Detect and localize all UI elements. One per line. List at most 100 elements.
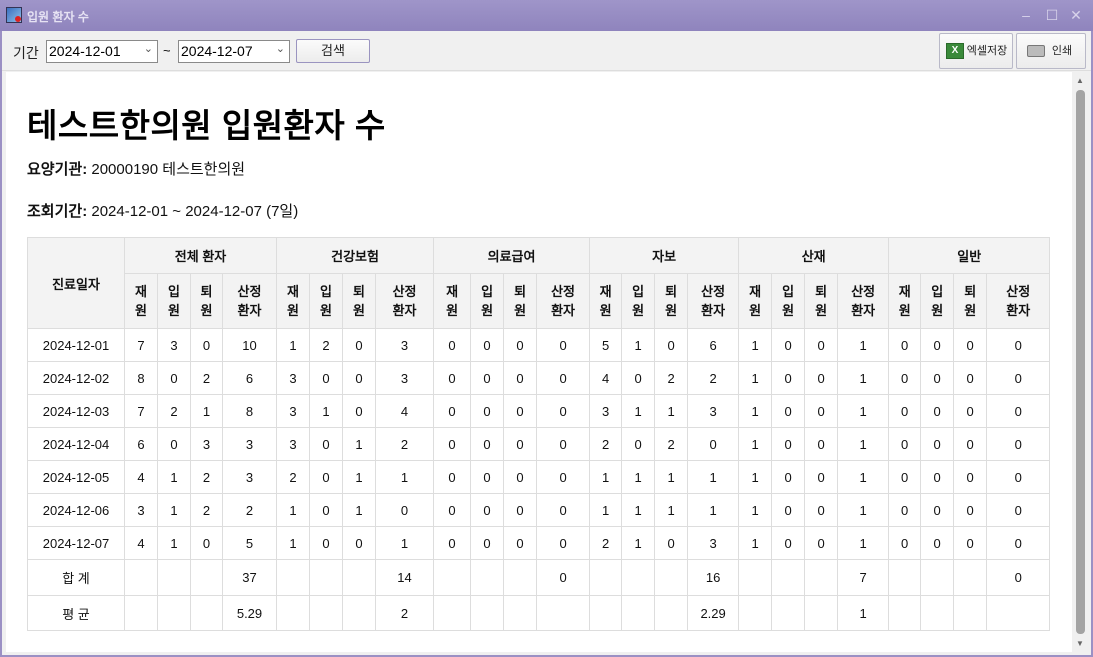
empty-cell bbox=[157, 595, 191, 631]
total-row-value: 37 bbox=[221, 559, 278, 596]
value-cell: 1 bbox=[309, 394, 344, 428]
value-cell: 1 bbox=[738, 394, 773, 428]
sub-header: 산정 환자 bbox=[221, 273, 278, 329]
sub-header: 입 원 bbox=[621, 273, 656, 329]
value-cell: 7 bbox=[124, 394, 158, 428]
value-cell: 3 bbox=[589, 394, 623, 428]
sub-header: 산정 환자 bbox=[687, 273, 740, 329]
scroll-down-icon[interactable]: ▼ bbox=[1076, 639, 1084, 648]
value-cell: 0 bbox=[503, 493, 538, 527]
start-date-select[interactable]: 2024-12-01 ⌄ bbox=[46, 40, 158, 63]
value-cell: 1 bbox=[342, 427, 377, 461]
value-cell: 0 bbox=[920, 427, 955, 461]
scroll-thumb[interactable] bbox=[1076, 90, 1085, 634]
print-button[interactable]: 인쇄 bbox=[1016, 33, 1086, 69]
window-title: 입원 환자 수 bbox=[27, 10, 89, 24]
institution-value: 20000190 테스트한의원 bbox=[91, 161, 246, 178]
value-cell: 0 bbox=[536, 394, 591, 428]
empty-cell bbox=[342, 595, 377, 631]
value-cell: 1 bbox=[837, 328, 890, 362]
sub-header: 산정 환자 bbox=[375, 273, 435, 329]
value-cell: 0 bbox=[342, 394, 377, 428]
value-cell: 0 bbox=[157, 361, 191, 395]
group-header: 전체 환자 bbox=[123, 237, 278, 274]
toolbar: 기간 2024-12-01 ⌄ ~ 2024-12-07 ⌄ 검색 X 엑셀저장 인쇄 bbox=[2, 31, 1091, 71]
excel-export-button[interactable]: X 엑셀저장 bbox=[939, 33, 1013, 69]
value-cell: 0 bbox=[470, 526, 505, 560]
value-cell: 0 bbox=[470, 460, 505, 494]
print-label: 인쇄 bbox=[1051, 45, 1073, 57]
empty-cell bbox=[309, 559, 344, 596]
value-cell: 4 bbox=[124, 526, 158, 560]
sub-header: 퇴 원 bbox=[503, 273, 538, 329]
value-cell: 5 bbox=[221, 526, 278, 560]
empty-cell bbox=[124, 559, 158, 596]
value-cell: 0 bbox=[375, 493, 435, 527]
excel-export-label: 엑셀저장 bbox=[966, 45, 1008, 57]
sub-header: 재 원 bbox=[276, 273, 311, 329]
value-cell: 1 bbox=[837, 427, 890, 461]
value-cell: 2 bbox=[157, 394, 191, 428]
value-cell: 0 bbox=[888, 427, 922, 461]
value-cell: 0 bbox=[888, 493, 922, 527]
value-cell: 1 bbox=[687, 460, 740, 494]
value-cell: 0 bbox=[503, 328, 538, 362]
value-cell: 0 bbox=[470, 427, 505, 461]
period-info: 조회기간: 2024-12-01 ~ 2024-12-07 (7일) bbox=[27, 200, 298, 221]
average-row-value bbox=[536, 595, 591, 631]
value-cell: 0 bbox=[888, 526, 922, 560]
minimize-icon[interactable]: – bbox=[1022, 7, 1030, 23]
value-cell: 1 bbox=[837, 493, 890, 527]
value-cell: 0 bbox=[470, 361, 505, 395]
maximize-icon[interactable]: ☐ bbox=[1045, 7, 1059, 23]
value-cell: 0 bbox=[470, 394, 505, 428]
institution-info: 요양기관: 20000190 테스트한의원 bbox=[27, 158, 245, 179]
vertical-scrollbar[interactable]: ▲ ▼ bbox=[1072, 72, 1089, 652]
value-cell: 3 bbox=[221, 427, 278, 461]
value-cell: 0 bbox=[986, 526, 1051, 560]
empty-cell bbox=[953, 595, 988, 631]
window-client: 기간 2024-12-01 ⌄ ~ 2024-12-07 ⌄ 검색 X 엑셀저장 인쇄… bbox=[2, 31, 1091, 655]
start-date-value: 2024-12-01 bbox=[49, 43, 121, 59]
value-cell: 0 bbox=[953, 361, 988, 395]
value-cell: 3 bbox=[221, 460, 278, 494]
total-row: 합 계 37 14 0 16 7 0 bbox=[27, 559, 1051, 596]
value-cell: 1 bbox=[738, 460, 773, 494]
value-cell: 1 bbox=[157, 493, 191, 527]
period-info-label: 조회기간: bbox=[27, 203, 88, 220]
table-row: 2024-12-01 7 3 0 10 1 2 0 3 0 0 0 0 5 1 0 6 1 0 0 1 0 0 0 0 bbox=[27, 328, 1051, 362]
value-cell: 1 bbox=[837, 361, 890, 395]
value-cell: 0 bbox=[536, 427, 591, 461]
value-cell: 0 bbox=[986, 361, 1051, 395]
value-cell: 1 bbox=[589, 460, 623, 494]
value-cell: 0 bbox=[503, 460, 538, 494]
empty-cell bbox=[190, 559, 223, 596]
empty-cell bbox=[920, 595, 955, 631]
value-cell: 0 bbox=[654, 526, 689, 560]
value-cell: 0 bbox=[920, 493, 955, 527]
search-button[interactable]: 검색 bbox=[296, 39, 370, 63]
end-date-select[interactable]: 2024-12-07 ⌄ bbox=[178, 40, 290, 63]
value-cell: 0 bbox=[804, 493, 839, 527]
value-cell: 2 bbox=[589, 526, 623, 560]
close-icon[interactable]: ✕ bbox=[1070, 7, 1082, 23]
scroll-up-icon[interactable]: ▲ bbox=[1076, 76, 1084, 85]
value-cell: 3 bbox=[687, 526, 740, 560]
value-cell: 0 bbox=[190, 328, 223, 362]
value-cell: 0 bbox=[309, 460, 344, 494]
value-cell: 2 bbox=[190, 361, 223, 395]
value-cell: 2 bbox=[375, 427, 435, 461]
value-cell: 1 bbox=[157, 460, 191, 494]
app-icon bbox=[6, 7, 22, 23]
value-cell: 3 bbox=[276, 427, 311, 461]
sub-header: 재 원 bbox=[124, 273, 158, 329]
value-cell: 1 bbox=[276, 493, 311, 527]
sub-header: 재 원 bbox=[433, 273, 472, 329]
empty-cell bbox=[276, 595, 311, 631]
value-cell: 0 bbox=[804, 427, 839, 461]
value-cell: 0 bbox=[503, 526, 538, 560]
table-row: 2024-12-02 8 0 2 6 3 0 0 3 0 0 0 0 4 0 2 2 1 0 0 1 0 0 0 0 bbox=[27, 361, 1051, 395]
value-cell: 10 bbox=[221, 328, 278, 362]
value-cell: 8 bbox=[124, 361, 158, 395]
table-row: 2024-12-06 3 1 2 2 1 0 1 0 0 0 0 0 1 1 1 1 1 0 0 1 0 0 0 0 bbox=[27, 493, 1051, 527]
